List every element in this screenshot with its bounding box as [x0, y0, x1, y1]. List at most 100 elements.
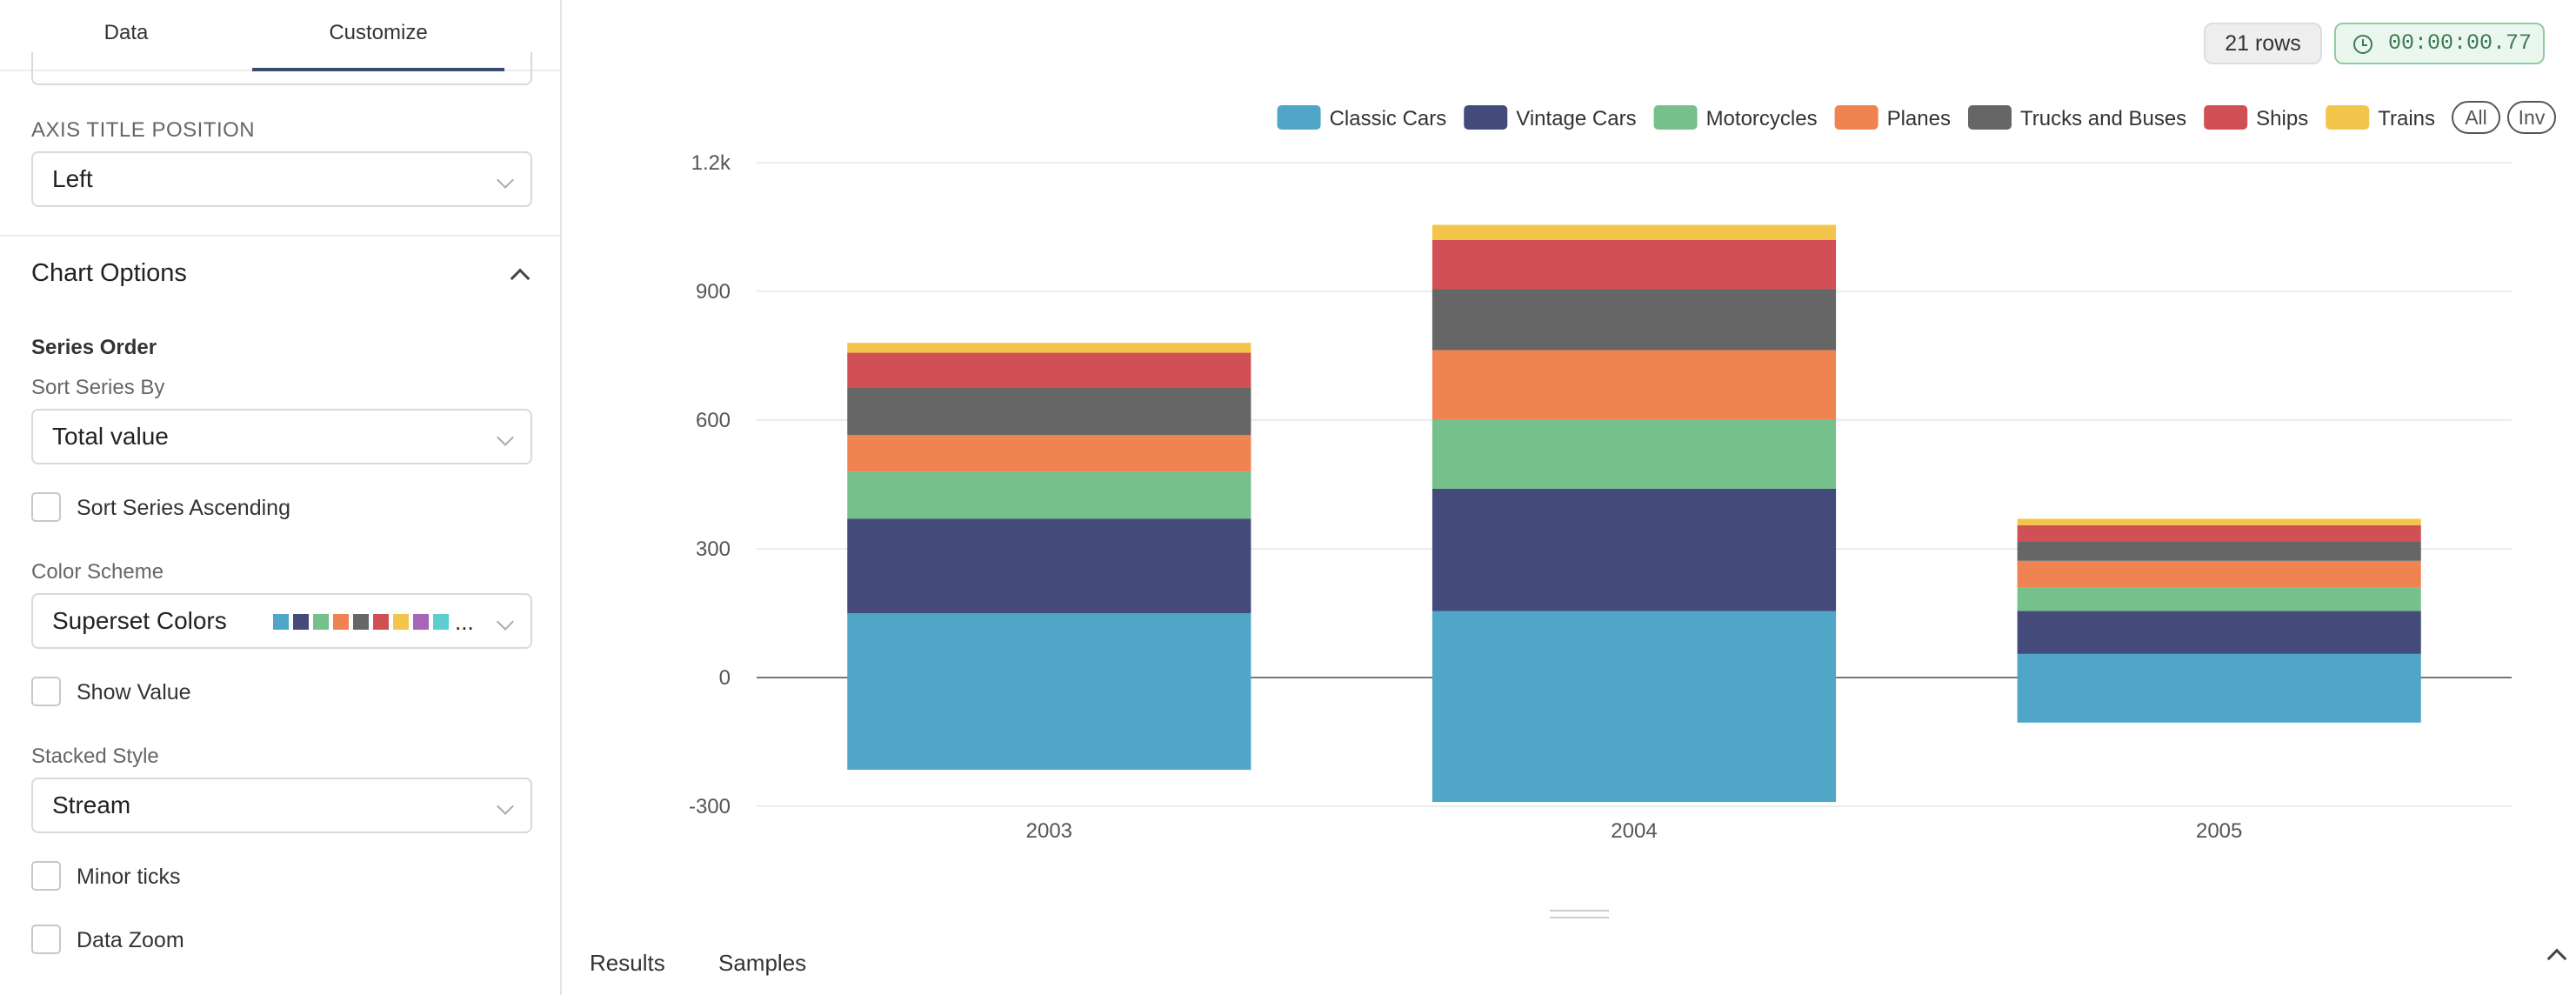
tab-samples[interactable]: Samples	[718, 950, 807, 976]
bar-segment	[1431, 419, 1837, 489]
legend-swatch	[1277, 105, 1321, 130]
legend-label: Motorcycles	[1706, 107, 1818, 130]
resize-handle[interactable]	[1550, 910, 1609, 918]
x-tick-label: 2004	[1611, 819, 1657, 843]
clock-icon	[2353, 35, 2372, 54]
stacked-bar-chart: 1.2k 900 600 300 0 -300 2003 2004 2005 Classic Ca…	[689, 101, 2556, 843]
stacked-style-label: Stacked Style	[31, 745, 159, 768]
query-timer-badge: 00:00:00.77	[2334, 23, 2545, 64]
bar-segment	[2017, 587, 2421, 611]
stacked-style-select[interactable]: Stream	[31, 778, 532, 833]
bar-segment	[847, 613, 1251, 771]
y-tick-label: 300	[696, 538, 731, 561]
series-order-heading: Series Order	[31, 336, 157, 359]
chevron-up-icon[interactable]	[510, 268, 531, 289]
bar-segment	[1431, 611, 1837, 803]
color-swatch	[353, 614, 369, 630]
color-swatch	[273, 614, 289, 630]
show-value-checkbox[interactable]	[31, 677, 61, 706]
legend-label: Planes	[1887, 107, 1951, 130]
legend-label: Classic Cars	[1330, 107, 1447, 130]
bar-segment	[2017, 560, 2421, 588]
bar-segment	[2017, 611, 2421, 654]
legend-all-label: All	[2465, 106, 2487, 129]
color-swatch	[413, 614, 429, 630]
legend-label: Ships	[2256, 107, 2308, 130]
chevron-down-icon	[497, 429, 514, 446]
legend-swatch	[2326, 105, 2370, 130]
tab-customize[interactable]: Customize	[252, 0, 504, 71]
bar-segment	[1431, 488, 1837, 611]
legend-inv-label: Inv	[2519, 106, 2546, 129]
sort-series-ascending-checkbox[interactable]	[31, 492, 61, 522]
stacked-style-value: Stream	[52, 791, 131, 818]
legend-all-button[interactable]	[2452, 101, 2500, 134]
bar-segment	[2017, 524, 2421, 542]
data-zoom-checkbox[interactable]	[31, 925, 61, 954]
legend-swatch	[1464, 105, 1508, 130]
tab-data[interactable]: Data	[103, 21, 149, 44]
bar-segment	[847, 388, 1251, 436]
color-swatch	[393, 614, 409, 630]
show-value-label: Show Value	[77, 680, 191, 705]
legend-label: Trains	[2378, 107, 2435, 130]
y-tick-label: 600	[696, 409, 731, 432]
bar-segment	[847, 343, 1251, 353]
color-swatch	[373, 614, 389, 630]
sort-series-by-value: Total value	[52, 423, 169, 450]
y-tick-label: 0	[719, 666, 731, 690]
x-tick-label: 2005	[2196, 819, 2242, 843]
sort-series-by-label: Sort Series By	[31, 376, 165, 399]
minor-ticks-checkbox[interactable]	[31, 861, 61, 891]
bar-segment	[847, 471, 1251, 519]
chevron-down-icon	[497, 798, 514, 815]
color-swatch	[293, 614, 309, 630]
row-count-badge: 21 rows	[2204, 23, 2322, 64]
bar-segment	[847, 352, 1251, 388]
bar-segment	[1431, 289, 1837, 351]
chevron-up-icon[interactable]	[2546, 948, 2567, 969]
color-scheme-label: Color Scheme	[31, 560, 164, 584]
chart-area: 21 rows 00:00:00.77 1.2k 900 600 300 0 -300 20…	[562, 0, 2576, 995]
bar-segment	[1431, 239, 1837, 290]
chart-options-title: Chart Options	[31, 259, 187, 287]
bar-segment	[2017, 541, 2421, 561]
swatch-overflow-ellipsis: ...	[455, 609, 474, 635]
x-tick-label: 2003	[1026, 819, 1072, 843]
color-swatch	[433, 614, 449, 630]
sort-series-ascending-label: Sort Series Ascending	[77, 496, 290, 520]
query-timer-value: 00:00:00.77	[2388, 30, 2533, 56]
data-zoom-label: Data Zoom	[77, 928, 184, 952]
color-swatch	[313, 614, 329, 630]
bar-segment	[2017, 653, 2421, 723]
y-tick-label: 900	[696, 280, 731, 304]
legend-inv-button[interactable]	[2507, 101, 2556, 134]
chevron-down-icon	[497, 171, 514, 189]
control-panel: Data Customize AXIS TITLE POSITION Left …	[0, 0, 562, 995]
legend-swatch	[1967, 105, 2012, 130]
chevron-down-icon	[497, 613, 514, 631]
legend-swatch	[2204, 105, 2248, 130]
color-scheme-swatches: ...	[273, 609, 474, 635]
legend-swatch	[1653, 105, 1698, 130]
legend-swatch	[1834, 105, 1879, 130]
legend-label: Trucks and Buses	[2020, 107, 2186, 130]
axis-title-position-value: Left	[52, 165, 93, 192]
legend-label: Vintage Cars	[1516, 107, 1636, 130]
axis-title-position-label: AXIS TITLE POSITION	[31, 118, 256, 142]
color-swatch	[333, 614, 349, 630]
axis-title-position-select[interactable]: Left	[31, 151, 532, 207]
bar-segment	[847, 518, 1251, 613]
color-scheme-select[interactable]: Superset Colors ...	[31, 593, 532, 649]
bar-segment	[1431, 224, 1837, 240]
tab-results[interactable]: Results	[590, 950, 665, 976]
color-scheme-value: Superset Colors	[52, 607, 227, 634]
y-tick-label: 1.2k	[691, 151, 731, 175]
y-tick-label: -300	[689, 795, 731, 818]
bar-segment	[847, 435, 1251, 472]
bar-segment	[2017, 518, 2421, 525]
previous-field-input[interactable]	[31, 52, 532, 85]
sort-series-by-select[interactable]: Total value	[31, 409, 532, 464]
panel-tabs: Data Customize	[0, 0, 560, 71]
bar-segment	[1431, 350, 1837, 420]
